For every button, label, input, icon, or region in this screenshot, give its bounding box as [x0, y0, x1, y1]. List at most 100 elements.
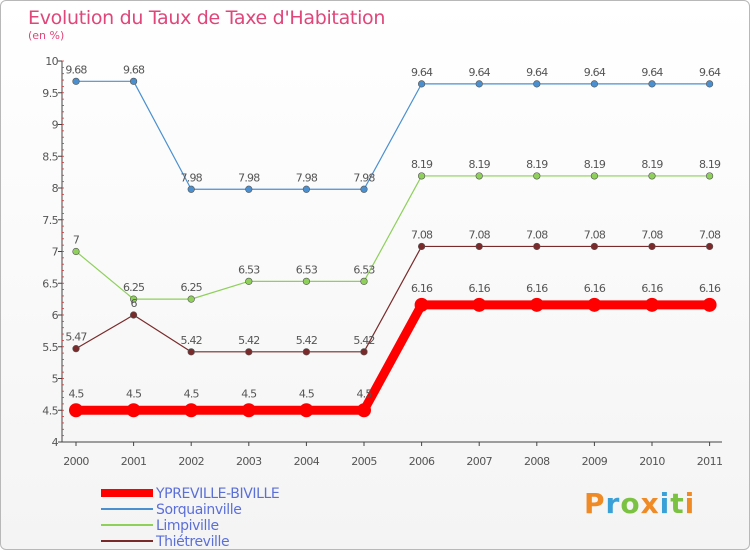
x-tick-label: 2009: [582, 455, 608, 468]
chart-title: Evolution du Taux de Taxe d'Habitation: [28, 7, 386, 29]
data-label: 8.19: [526, 158, 548, 171]
data-point: [472, 297, 487, 312]
data-point: [187, 185, 195, 193]
data-point: [187, 295, 195, 303]
y-tick-label: 10: [45, 55, 58, 68]
data-point: [360, 277, 368, 285]
data-label: 6.16: [641, 282, 663, 295]
data-point: [414, 297, 429, 312]
data-point: [648, 172, 656, 180]
y-tick-label: 4.5: [42, 404, 58, 417]
legend-label: Limpiville: [156, 518, 219, 534]
data-point: [245, 277, 253, 285]
data-point: [648, 80, 656, 88]
data-label: 6.16: [526, 282, 548, 295]
data-point: [357, 403, 371, 418]
legend-label: Sorquainville: [156, 502, 241, 518]
data-point: [360, 185, 368, 193]
data-label: 4.5: [184, 387, 200, 400]
data-label: 9.64: [526, 66, 548, 79]
data-point: [69, 403, 83, 418]
y-tick-label: 4: [52, 436, 59, 449]
data-label: 7.08: [526, 228, 548, 241]
data-label: 8.19: [411, 158, 433, 171]
series-line-thiétreville: [75, 245, 710, 353]
data-label: 6.53: [353, 263, 375, 276]
y-tick-label: 7: [52, 246, 59, 259]
data-point: [418, 80, 426, 88]
data-point: [475, 242, 483, 251]
data-label: 7.98: [353, 171, 375, 184]
data-label: 5.42: [353, 334, 374, 347]
x-tick-label: 2004: [294, 455, 320, 468]
data-point: [245, 185, 253, 193]
data-point: [590, 242, 599, 251]
y-tick-label: 8.5: [42, 150, 58, 163]
y-tick-label: 8: [52, 182, 59, 195]
proxiti-logo: Proxiti: [584, 487, 695, 520]
data-label: 8.19: [641, 158, 663, 171]
data-point: [418, 172, 426, 180]
x-tick-label: 2010: [639, 455, 665, 468]
data-point: [302, 348, 311, 356]
data-point: [475, 80, 483, 88]
y-tick-label: 5.5: [42, 341, 58, 354]
logo-letter: i: [659, 487, 671, 520]
data-label: 8.19: [584, 158, 606, 171]
data-label: 5.42: [238, 334, 259, 347]
data-label: 9.64: [641, 66, 663, 79]
data-label: 7.98: [238, 171, 260, 184]
data-point: [705, 242, 714, 251]
data-point: [475, 172, 483, 180]
logo-letter: t: [670, 487, 685, 520]
data-label: 6.16: [584, 282, 606, 295]
data-label: 9.68: [65, 63, 87, 76]
data-label: 7.08: [641, 228, 663, 241]
data-label: 7.08: [699, 228, 721, 241]
data-label: 4.5: [241, 387, 257, 400]
data-label: 9.64: [699, 66, 721, 79]
x-tick-label: 2002: [178, 455, 204, 468]
data-point: [529, 297, 544, 312]
data-label: 7.08: [584, 228, 606, 241]
data-label: 6.53: [238, 263, 260, 276]
data-point: [590, 80, 599, 88]
data-label: 7.98: [296, 171, 318, 184]
data-point: [302, 185, 311, 193]
y-tick-label: 9: [52, 119, 59, 132]
data-label: 4.5: [299, 387, 315, 400]
data-point: [533, 172, 541, 180]
y-tick-label: 9.5: [42, 87, 58, 100]
data-label: 4.5: [68, 387, 84, 400]
data-label: 6.16: [411, 282, 433, 295]
data-label: 9.64: [469, 66, 491, 79]
series-line-limpiville: [75, 175, 710, 300]
chart-subtitle: (en %): [28, 29, 65, 42]
data-label: 6.16: [469, 282, 491, 295]
y-tick-label: 7.5: [42, 214, 58, 227]
logo-letter: o: [620, 487, 641, 520]
data-point: [705, 80, 714, 88]
x-tick-label: 2005: [351, 455, 377, 468]
data-point: [184, 403, 199, 418]
data-point: [705, 172, 714, 180]
data-label: 7.98: [181, 171, 203, 184]
data-point: [533, 80, 541, 88]
data-label: 7.08: [411, 228, 433, 241]
data-point: [299, 403, 314, 418]
x-tick-label: 2011: [697, 455, 723, 468]
legend-label: Thiétreville: [155, 534, 229, 550]
logo-letter: r: [605, 487, 621, 520]
y-tick-label: 6.5: [42, 277, 58, 290]
x-tick-label: 2007: [466, 455, 492, 468]
data-label: 6.53: [296, 263, 318, 276]
logo-letter: P: [584, 487, 606, 520]
data-label: 8.19: [469, 158, 491, 171]
y-tick-label: 5: [52, 373, 59, 386]
data-point: [187, 348, 195, 356]
data-label: 5.42: [181, 334, 202, 347]
data-label: 4.5: [356, 387, 372, 400]
data-point: [130, 295, 138, 303]
